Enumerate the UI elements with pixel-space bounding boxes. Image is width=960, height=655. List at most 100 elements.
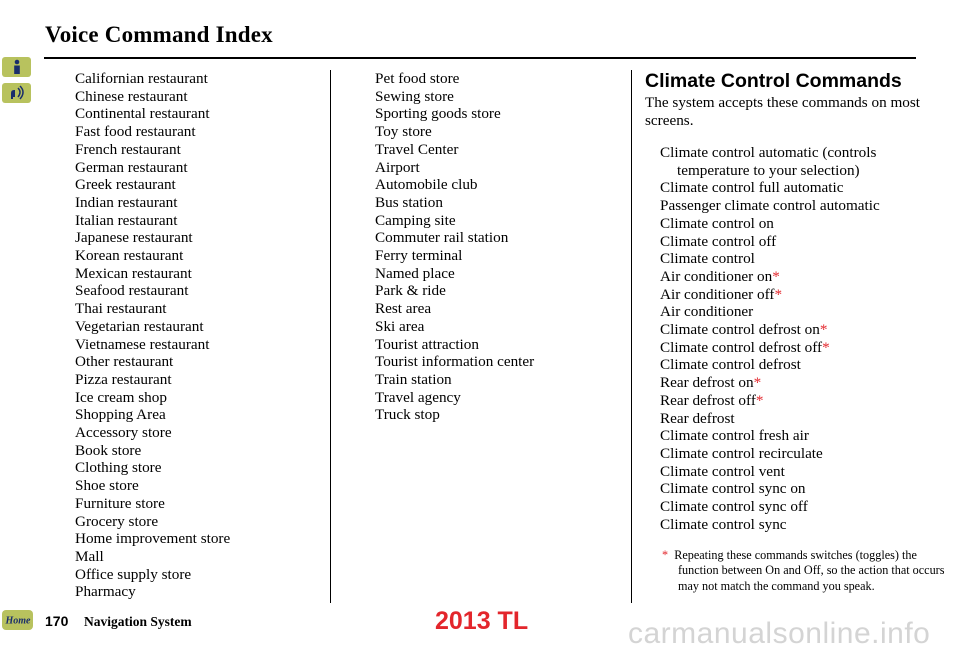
command-text: Climate control vent [660, 462, 785, 480]
command-item: Climate control recirculate [660, 445, 930, 463]
list-item: Ski area [375, 317, 425, 335]
list-item: Named place [375, 264, 455, 282]
list-item: Accessory store [75, 424, 172, 442]
command-item: Climate control vent [660, 463, 930, 481]
list-item: Korean restaurant [75, 247, 184, 265]
command-item: Climate control sync on [660, 480, 930, 498]
poi-list-column-1: Californian restaurant Chinese restaurant… [75, 70, 230, 601]
list-item: Other restaurant [75, 353, 174, 371]
command-text: Passenger climate control automatic [660, 197, 880, 215]
list-item: Californian restaurant [75, 70, 208, 87]
command-item: Climate control full automatic [660, 179, 930, 197]
list-item: Vietnamese restaurant [75, 335, 210, 353]
list-item: Toy store [375, 123, 432, 141]
list-item: Camping site [375, 211, 456, 229]
page-title: Voice Command Index [45, 22, 273, 47]
list-item: Office supply store [75, 565, 192, 583]
command-item: Passenger climate control automatic [660, 197, 930, 215]
list-item: Fast food restaurant [75, 123, 196, 141]
section-intro: The system accepts these commands on mos… [645, 94, 920, 129]
asterisk-mark: * [774, 285, 783, 303]
list-item: Bus station [375, 193, 443, 211]
list-item: Train station [375, 370, 452, 388]
command-item: Climate control on [660, 215, 930, 233]
command-text: Climate control sync [660, 515, 787, 533]
command-text: Air conditioner off [660, 285, 775, 303]
home-button[interactable]: Home [2, 610, 33, 630]
list-item: Mexican restaurant [75, 264, 192, 282]
title-rule [44, 57, 916, 59]
list-item: Pizza restaurant [75, 370, 172, 388]
command-item: Rear defrost [660, 410, 930, 428]
column-divider [631, 70, 632, 603]
list-item: Continental restaurant [75, 105, 210, 123]
list-item: Automobile club [375, 176, 478, 194]
command-text: Climate control recirculate [660, 444, 823, 462]
footnote-text: Repeating these commands switches (toggl… [674, 548, 945, 593]
list-item: French restaurant [75, 140, 181, 158]
command-text: Climate control sync on [660, 480, 806, 498]
command-item: Climate control off [660, 233, 930, 251]
list-item: Shoe store [75, 477, 139, 495]
command-item: Climate control fresh air [660, 427, 930, 445]
command-text: Climate control off [660, 232, 777, 250]
home-icon: Home [4, 616, 31, 627]
poi-list-column-2: Pet food store Sewing store Sporting goods… [375, 70, 534, 424]
home-label: Home [4, 616, 31, 627]
page-number: 170 [45, 613, 69, 629]
command-text: Climate control defrost off [660, 338, 823, 356]
list-item: Shopping Area [75, 406, 166, 424]
list-item: Vegetarian restaurant [75, 317, 204, 335]
command-item: Air conditioner [660, 303, 930, 321]
command-text: Climate control [660, 250, 755, 268]
command-item: Climate control [660, 250, 930, 268]
command-item: Air conditioner on* [660, 268, 930, 286]
asterisk-mark: * [822, 338, 830, 356]
list-item: Japanese restaurant [75, 229, 193, 247]
list-item: Home improvement store [75, 530, 231, 548]
command-item: Climate control sync [660, 516, 930, 534]
asterisk-mark: * [753, 374, 762, 392]
list-item: Airport [375, 158, 420, 176]
command-item: Climate control defrost [660, 356, 930, 374]
list-item: Travel agency [375, 388, 461, 406]
command-text: Climate control defrost on [660, 321, 820, 339]
command-item: Climate control automatic (controls temp… [660, 144, 930, 179]
list-item: German restaurant [75, 158, 188, 176]
list-item: Commuter rail station [375, 229, 509, 247]
list-item: Pet food store [375, 70, 460, 87]
command-text: Climate control full automatic [660, 179, 844, 197]
command-text: Climate control sync off [660, 498, 808, 516]
voice-button[interactable] [2, 83, 31, 103]
command-text: Rear defrost on [660, 374, 754, 392]
asterisk-mark: * [755, 391, 764, 409]
command-text: Climate control fresh air [660, 427, 809, 445]
list-item: Pharmacy [75, 583, 136, 601]
list-item: Grocery store [75, 512, 159, 530]
list-item: Sewing store [375, 87, 454, 105]
command-item: Rear defrost on* [660, 374, 930, 392]
command-item: Rear defrost off* [660, 392, 930, 410]
footer-title: Navigation System [84, 614, 192, 629]
asterisk-mark: * [819, 321, 828, 339]
list-item: Truck stop [375, 406, 440, 424]
list-item: Sporting goods store [375, 105, 501, 123]
command-text: Rear defrost [660, 409, 735, 427]
site-watermark: carmanualsonline.info [628, 617, 931, 650]
info-icon [13, 59, 20, 74]
list-item: Mall [75, 547, 104, 565]
command-item: Air conditioner off* [660, 286, 930, 304]
command-text: Air conditioner on [660, 267, 773, 285]
list-item: Rest area [375, 300, 432, 318]
command-item: Climate control sync off [660, 498, 930, 516]
info-button[interactable] [2, 57, 31, 77]
command-text: Climate control automatic (controls temp… [660, 144, 877, 179]
list-item: Park & ride [375, 282, 446, 300]
command-text: Climate control on [660, 214, 774, 232]
list-item: Furniture store [75, 494, 165, 512]
section-heading: Climate Control Commands [645, 70, 902, 92]
list-item: Tourist information center [375, 353, 535, 371]
list-item: Clothing store [75, 459, 162, 477]
footnote-asterisk: * [662, 548, 669, 562]
column-divider [330, 70, 331, 603]
